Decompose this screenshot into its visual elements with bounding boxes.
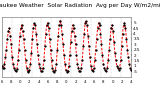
Text: 0: 0 <box>19 80 21 84</box>
Text: 8: 8 <box>10 80 12 84</box>
Text: 6: 6 <box>0 80 3 84</box>
Text: 8: 8 <box>56 80 58 84</box>
Text: Milwaukee Weather  Solar Radiation  Avg per Day W/m2/minute: Milwaukee Weather Solar Radiation Avg pe… <box>0 3 160 8</box>
Text: 2: 2 <box>74 80 77 84</box>
Text: 6: 6 <box>93 80 95 84</box>
Text: 4: 4 <box>37 80 40 84</box>
Text: 2: 2 <box>121 80 123 84</box>
Text: 6: 6 <box>47 80 49 84</box>
Text: 2: 2 <box>28 80 31 84</box>
Text: 0: 0 <box>65 80 68 84</box>
Text: 4: 4 <box>130 80 132 84</box>
Text: 8: 8 <box>102 80 105 84</box>
Text: 4: 4 <box>84 80 86 84</box>
Text: 0: 0 <box>111 80 114 84</box>
